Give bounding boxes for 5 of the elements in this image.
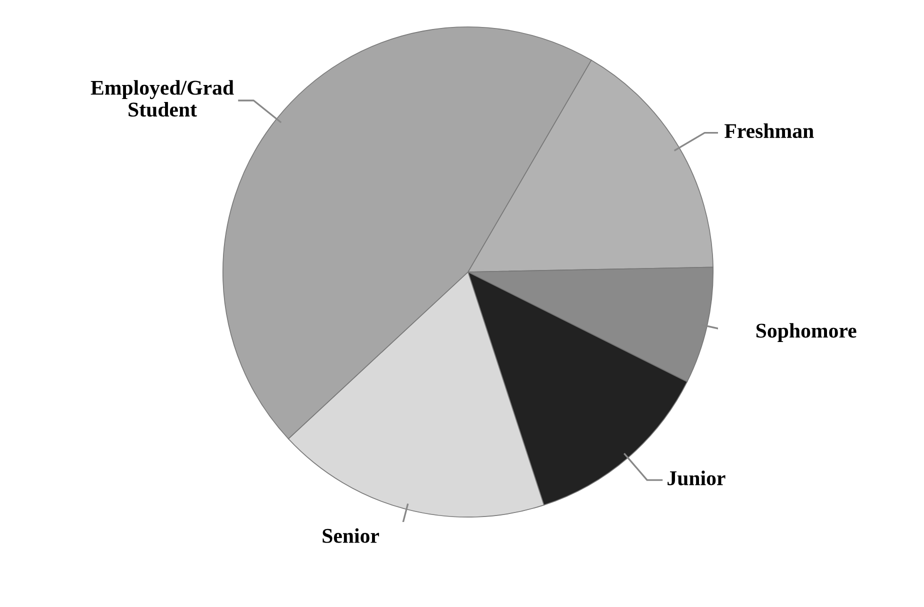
- slice-label: Sophomore: [756, 323, 856, 342]
- slice-label: Senior: [322, 528, 380, 543]
- slice-label: Junior: [668, 470, 726, 486]
- slice-label: Freshman: [724, 123, 814, 138]
- slice-label: Employed/Grad Student: [90, 80, 234, 117]
